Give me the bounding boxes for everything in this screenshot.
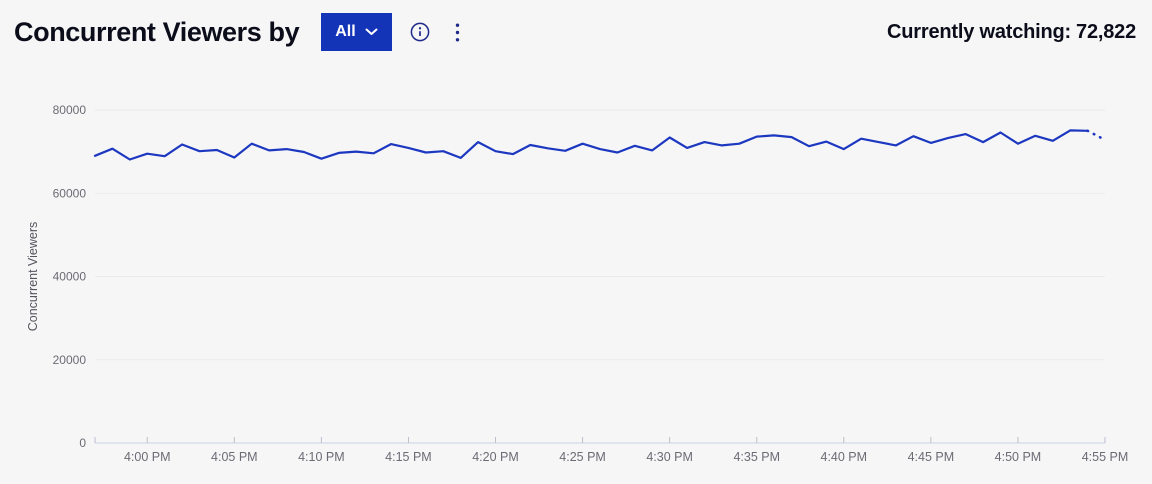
kebab-vertical-icon <box>455 23 460 41</box>
overflow-menu-button[interactable] <box>444 18 472 46</box>
concurrent-viewers-chart: 0 20000 40000 60000 80000 4:00 PM 4:05 PM 4:10 … <box>26 103 1129 464</box>
svg-text:4:10 PM: 4:10 PM <box>298 450 345 464</box>
filter-dropdown-button[interactable]: All <box>321 13 392 51</box>
svg-text:4:15 PM: 4:15 PM <box>385 450 432 464</box>
svg-text:4:30 PM: 4:30 PM <box>646 450 693 464</box>
svg-text:4:05 PM: 4:05 PM <box>211 450 258 464</box>
svg-text:4:35 PM: 4:35 PM <box>733 450 780 464</box>
currently-watching-label: Currently watching: <box>887 20 1072 43</box>
svg-text:80000: 80000 <box>53 103 87 117</box>
header: Concurrent Viewers by All Currently watc… <box>0 0 1152 56</box>
svg-text:40000: 40000 <box>53 270 87 284</box>
chart-area: 0 20000 40000 60000 80000 4:00 PM 4:05 PM 4:10 … <box>0 56 1152 484</box>
page-title: Concurrent Viewers by <box>14 16 300 47</box>
filter-dropdown-label: All <box>335 23 356 40</box>
svg-text:Concurrent Viewers: Concurrent Viewers <box>26 222 40 332</box>
info-button[interactable] <box>406 18 434 46</box>
currently-watching-value: 72,822 <box>1076 20 1136 43</box>
svg-text:20000: 20000 <box>53 353 87 367</box>
info-circle-icon <box>410 22 430 42</box>
svg-text:4:25 PM: 4:25 PM <box>559 450 606 464</box>
svg-text:4:00 PM: 4:00 PM <box>124 450 171 464</box>
svg-text:4:20 PM: 4:20 PM <box>472 450 519 464</box>
svg-text:4:55 PM: 4:55 PM <box>1082 450 1129 464</box>
svg-text:60000: 60000 <box>53 186 87 200</box>
svg-text:4:40 PM: 4:40 PM <box>821 450 868 464</box>
svg-text:4:45 PM: 4:45 PM <box>908 450 955 464</box>
currently-watching: Currently watching: 72,822 <box>887 21 1136 44</box>
svg-text:0: 0 <box>79 436 86 450</box>
svg-text:4:50 PM: 4:50 PM <box>995 450 1042 464</box>
chevron-down-icon <box>365 28 378 35</box>
